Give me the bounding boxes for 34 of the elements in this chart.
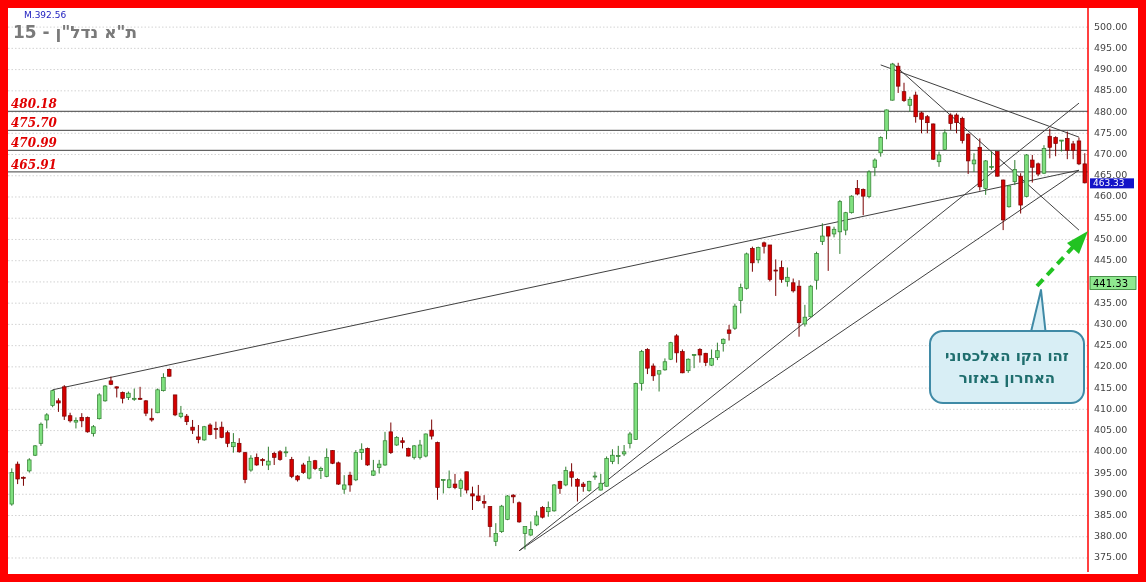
y-tick-label: 475.00 xyxy=(1094,126,1128,138)
y-tick-label: 465.00 xyxy=(1094,169,1128,181)
y-tick-label: 455.00 xyxy=(1094,211,1128,223)
y-tick-label: 470.00 xyxy=(1094,148,1128,160)
y-tick-label: 490.00 xyxy=(1094,63,1128,75)
y-tick-label: 485.00 xyxy=(1094,84,1128,96)
y-tick-label: 425.00 xyxy=(1094,339,1128,351)
y-tick-label: 415.00 xyxy=(1094,381,1128,393)
y-tick-label: 420.00 xyxy=(1094,360,1128,372)
ref-line-label: 475.70 xyxy=(11,116,58,131)
text: ת"א נדל"ן - 15 xyxy=(13,22,138,42)
y-tick-label: 405.00 xyxy=(1094,424,1128,436)
y-tick-label: 380.00 xyxy=(1094,530,1128,542)
ref-line-label: 480.18 xyxy=(11,97,58,112)
annotation: זהו הקו האלכסוני האחרון באזור xyxy=(944,346,1070,389)
y-tick-label: 390.00 xyxy=(1094,487,1128,499)
y-tick-label: 460.00 xyxy=(1094,190,1128,202)
y-tick-label: 500.00 xyxy=(1094,20,1128,32)
y-tick-label: 400.00 xyxy=(1094,445,1128,457)
y-tick-label: 375.00 xyxy=(1094,551,1128,563)
y-tick-label: 435.00 xyxy=(1094,296,1128,308)
y-tick-label: 395.00 xyxy=(1094,466,1128,478)
text: 463.33 xyxy=(1093,178,1125,189)
y-tick-label: 480.00 xyxy=(1094,105,1128,117)
y-tick-label: 495.00 xyxy=(1094,41,1128,53)
text: 441.33 xyxy=(1093,277,1128,289)
y-tick-label: 385.00 xyxy=(1094,509,1128,521)
y-tick-label: 430.00 xyxy=(1094,317,1128,329)
annotation: M.392.56 xyxy=(24,10,67,20)
ref-line-label: 470.99 xyxy=(11,136,58,151)
ref-line-label: 465.91 xyxy=(11,157,57,172)
y-tick-label: 445.00 xyxy=(1094,254,1128,266)
y-tick-label: 410.00 xyxy=(1094,402,1128,414)
y-tick-label: 450.00 xyxy=(1094,232,1128,244)
